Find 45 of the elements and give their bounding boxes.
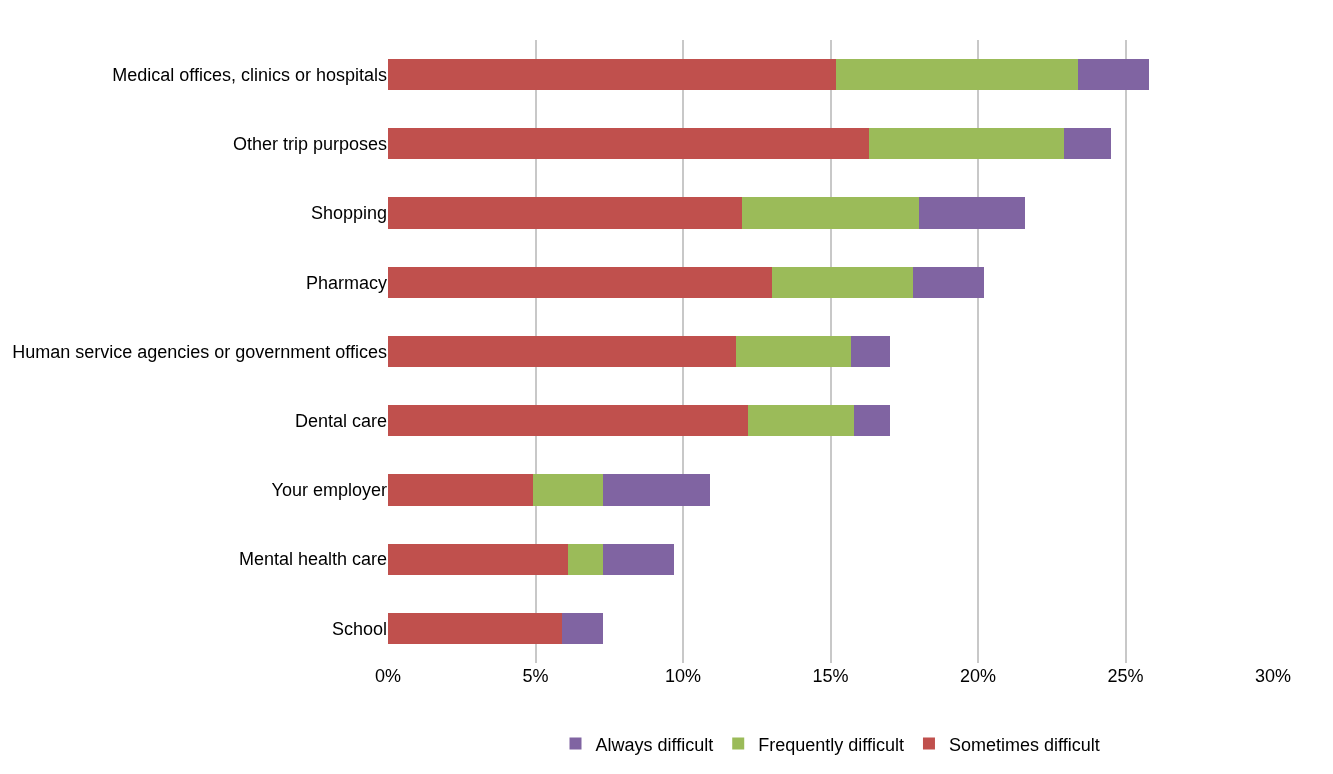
bar [603,543,675,575]
bar [388,128,869,160]
bar [742,197,919,229]
x-tick-label: 15% [812,666,849,686]
bar [388,266,772,298]
bar [747,405,855,437]
y-tick-label: Human service agencies or government offices [12,341,387,362]
bar [1063,128,1111,160]
x-tick-label: 20% [959,666,997,686]
legend-label: Always difficult [595,734,714,755]
bar [919,197,1026,229]
x-tick-label: 25% [1107,666,1144,686]
bar [603,474,710,506]
bar [388,405,748,437]
bar [836,59,1079,91]
x-tick-label: 5% [522,666,549,686]
bar [388,335,737,368]
x-tick-label: 0% [374,666,402,686]
bar [562,612,604,644]
legend-label: Sometimes difficult [948,734,1100,755]
bar [388,197,742,229]
legend-label: Frequently difficult [758,734,904,755]
y-tick-label: School [331,618,387,639]
bar [913,266,984,298]
x-tick-label: 30% [1254,666,1292,686]
y-tick-label: Other trip purposes [232,134,387,155]
bar [851,335,890,368]
bar [388,543,568,575]
x-tick-label: 10% [664,666,702,686]
y-tick-label: Dental care [294,411,387,432]
bar [388,612,563,644]
bar [567,543,604,575]
bar [388,59,837,91]
bar [388,474,533,506]
bar [854,405,890,437]
bar [868,128,1064,160]
y-tick-label: Mental health care [238,549,387,570]
y-tick-label: Your employer [271,480,387,501]
y-tick-label: Pharmacy [305,272,387,293]
bar [736,335,852,368]
bar [532,474,604,506]
bar [771,266,914,298]
bar [1078,59,1150,91]
y-tick-label: Shopping [310,203,387,224]
y-tick-label: Medical offices, clinics or hospitals [112,64,387,85]
